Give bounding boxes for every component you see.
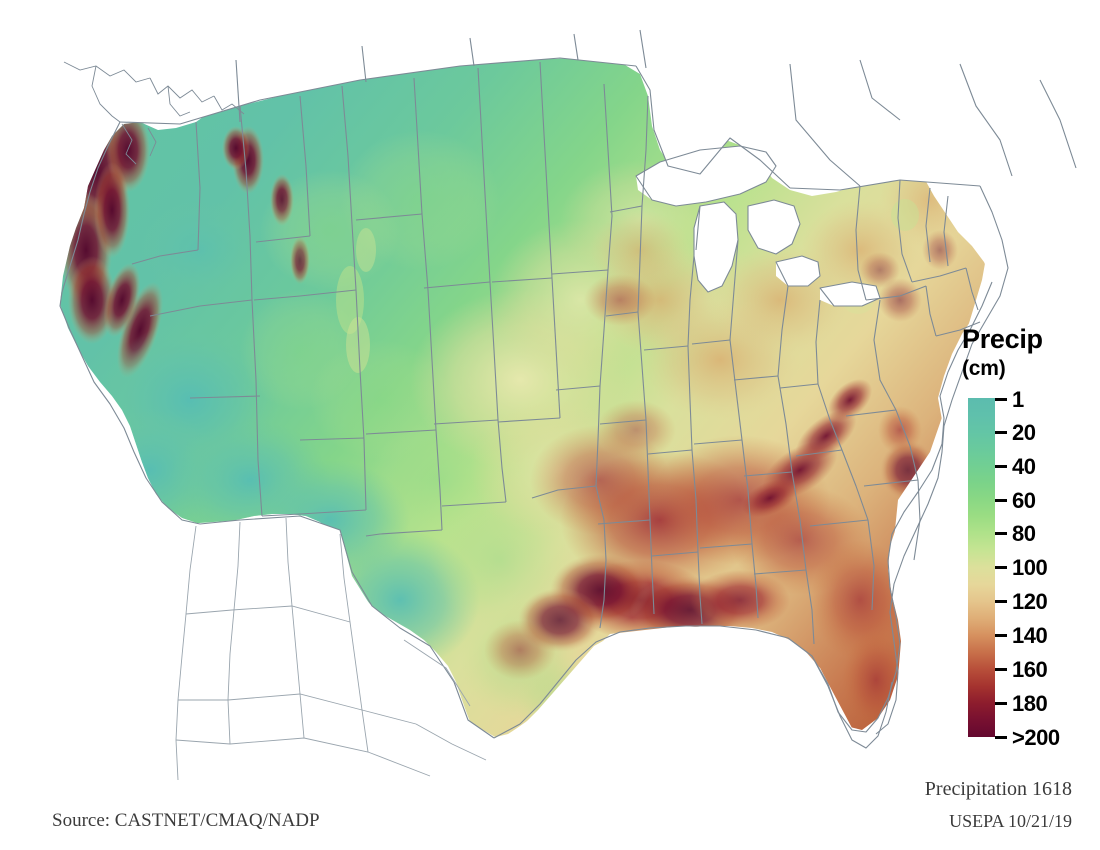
colorbar-tick-label: 60: [1012, 488, 1036, 513]
colorbar-tick-label: 140: [1012, 623, 1048, 648]
mexico-boundaries: [175, 517, 487, 781]
colorbar-tick-label: >200: [1012, 725, 1060, 750]
legend-title: Precip: [962, 324, 1043, 354]
colorbar-tick-label: 120: [1012, 589, 1048, 614]
colorbar-tick-label: 20: [1012, 420, 1036, 445]
state-boundaries: [59, 29, 1077, 749]
colorbar-tick: [995, 566, 1007, 569]
colorbar-tick: [995, 600, 1007, 603]
map-title-caption: Precipitation 1618: [924, 778, 1072, 800]
colorbar-tick-label: 1: [1012, 387, 1024, 412]
colorbar-tick-label: 160: [1012, 657, 1048, 682]
colorbar-tick-label: 100: [1012, 555, 1048, 580]
colorbar-tick-label: 40: [1012, 454, 1036, 479]
legend-units: (cm): [962, 357, 1006, 380]
colorbar-tick: [995, 532, 1007, 535]
source-caption: Source: CASTNET/CMAQ/NADP: [52, 810, 320, 831]
colorbar-tick-label: 180: [1012, 691, 1048, 716]
colorbar-tick: [995, 736, 1007, 739]
colorbar-wrapper: 1 20 40 60 80 100 120 140 160 180 >200: [968, 389, 1100, 749]
canada-coastline: [63, 61, 245, 165]
colorbar-tick: [995, 634, 1007, 637]
colorbar-tick: [995, 499, 1007, 502]
colorbar-tick: [995, 465, 1007, 468]
colorbar-tick: [995, 398, 1007, 401]
colorbar-tick-label: 80: [1012, 521, 1036, 546]
colorbar-gradient: [968, 398, 995, 737]
colorbar-tick: [995, 431, 1007, 434]
colorbar-tick: [995, 702, 1007, 705]
precip-colorbar-legend: Precip (cm) 1 20 40 60 80 100 120 140 16…: [962, 324, 1100, 749]
colorbar-tick: [995, 668, 1007, 671]
agency-date-caption: USEPA 10/21/19: [949, 811, 1072, 831]
